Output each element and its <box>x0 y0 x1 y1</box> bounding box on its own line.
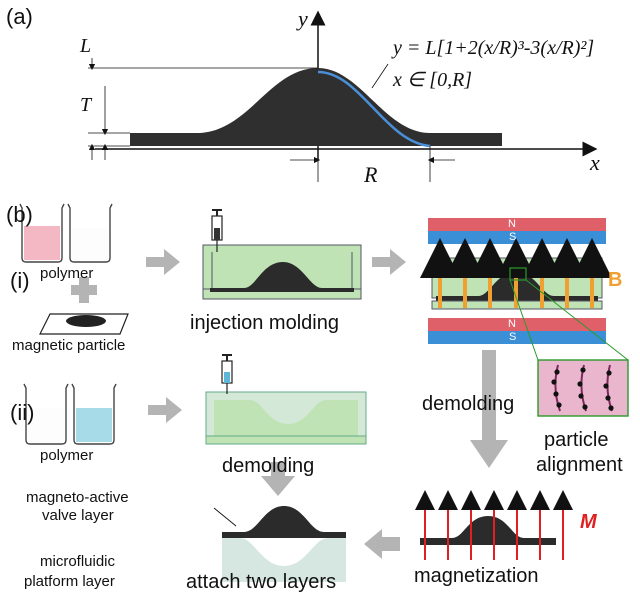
polymer-label-ii: polymer <box>40 447 94 464</box>
arrow-to-attach <box>364 529 400 559</box>
valve-layer-label-1: magneto-active <box>26 489 129 506</box>
panel-a <box>88 10 598 182</box>
route-i-label: (i) <box>10 268 30 293</box>
equation-leader <box>371 63 389 89</box>
arrow-demolding-down <box>470 350 508 468</box>
domain-text: x ∈ [0,R] <box>393 69 473 91</box>
platform-layer-label-1: microfluidic <box>40 553 116 570</box>
beaker-empty <box>67 203 113 263</box>
panel-b-label: (b) <box>6 202 33 227</box>
attached-layers <box>213 506 346 582</box>
field-M-label: M <box>580 511 597 533</box>
field-B-label: B <box>608 269 623 291</box>
injection-molding-label: injection molding <box>190 312 339 334</box>
beaker-pink <box>19 203 65 263</box>
arrow-to-injection <box>146 249 180 275</box>
magnetization-label: magnetization <box>414 565 539 587</box>
magnet-S-top: S <box>509 231 517 243</box>
zoom-line-1 <box>509 279 539 361</box>
beaker-empty-ii <box>23 383 69 445</box>
platform-layer-label-2: platform layer <box>24 573 115 590</box>
particle-alignment-inset <box>537 359 629 417</box>
attach-label: attach two layers <box>186 571 337 593</box>
magnetic-particle-label: magnetic particle <box>12 337 126 354</box>
injection-mold <box>202 244 362 300</box>
dim-R-label: R <box>364 162 378 187</box>
magnet-N-top: N <box>508 218 516 230</box>
x-axis-label: x <box>590 150 600 175</box>
field-arrows-orange <box>420 238 612 308</box>
demolding-left-label: demolding <box>222 455 315 477</box>
arrow-to-magnet <box>372 249 406 275</box>
alignment-label: alignment <box>536 454 623 476</box>
dim-T-label: T <box>80 94 92 116</box>
valve-bump <box>130 68 502 146</box>
plus-icon <box>71 277 97 303</box>
arrow-to-mold-ii <box>148 397 182 423</box>
panel-b <box>19 203 629 582</box>
magnetic-particle-icon <box>39 313 129 335</box>
syringe-blue-icon <box>221 354 233 394</box>
zoom-line-2 <box>525 279 629 361</box>
valve-layer-label-2: valve layer <box>42 507 114 524</box>
field-arrows-red <box>415 490 573 560</box>
particle-label: particle <box>544 429 609 451</box>
arrow-demolding-left <box>261 462 295 496</box>
valve-layer-leader <box>213 507 237 527</box>
route-ii-label: (ii) <box>10 400 35 425</box>
panel-a-label: (a) <box>6 4 33 29</box>
dim-L-label: L <box>80 35 92 57</box>
y-axis-label: y <box>298 6 308 31</box>
magnetization-valve <box>420 516 556 545</box>
polymer-label-i: polymer <box>40 265 94 282</box>
magnet-N-bottom: N <box>508 318 516 330</box>
profile-curve <box>317 70 431 148</box>
mold-ii <box>205 391 367 445</box>
demolding-right-label: demolding <box>422 393 515 415</box>
magnet-S-bottom: S <box>509 331 517 343</box>
syringe-icon <box>211 209 223 252</box>
zoom-box <box>509 267 527 281</box>
beaker-blue <box>71 383 117 445</box>
equation-text: y = L[1+2(x/R)³-3(x/R)²] <box>393 37 595 59</box>
